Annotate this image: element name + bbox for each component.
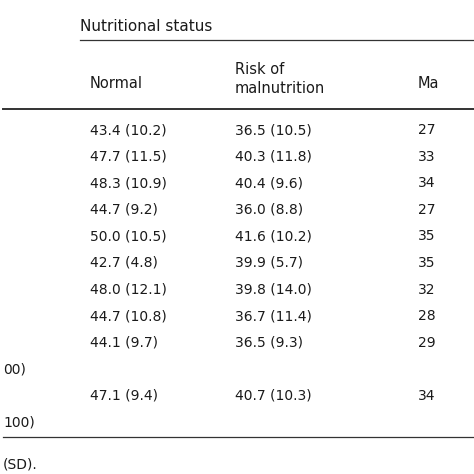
Text: 44.7 (9.2): 44.7 (9.2) xyxy=(90,203,158,217)
Text: 39.8 (14.0): 39.8 (14.0) xyxy=(235,283,312,297)
Text: 40.3 (11.8): 40.3 (11.8) xyxy=(235,150,312,164)
Text: 27: 27 xyxy=(418,123,436,137)
Text: (SD).: (SD). xyxy=(3,458,38,472)
Text: 41.6 (10.2): 41.6 (10.2) xyxy=(235,229,312,244)
Text: 27: 27 xyxy=(418,203,436,217)
Text: 48.0 (12.1): 48.0 (12.1) xyxy=(90,283,167,297)
Text: 34: 34 xyxy=(418,389,436,403)
Text: 28: 28 xyxy=(418,309,436,323)
Text: Risk of
malnutrition: Risk of malnutrition xyxy=(235,62,325,96)
Text: 44.7 (10.8): 44.7 (10.8) xyxy=(90,309,167,323)
Text: 47.7 (11.5): 47.7 (11.5) xyxy=(90,150,167,164)
Text: Ma: Ma xyxy=(418,76,439,91)
Text: 34: 34 xyxy=(418,176,436,191)
Text: 42.7 (4.8): 42.7 (4.8) xyxy=(90,256,158,270)
Text: 40.4 (9.6): 40.4 (9.6) xyxy=(235,176,303,191)
Text: 36.0 (8.8): 36.0 (8.8) xyxy=(235,203,303,217)
Text: 47.1 (9.4): 47.1 (9.4) xyxy=(90,389,158,403)
Text: 40.7 (10.3): 40.7 (10.3) xyxy=(235,389,311,403)
Text: 33: 33 xyxy=(418,150,436,164)
Text: 44.1 (9.7): 44.1 (9.7) xyxy=(90,336,158,350)
Text: 100): 100) xyxy=(3,415,35,429)
Text: Normal: Normal xyxy=(90,76,143,91)
Text: 50.0 (10.5): 50.0 (10.5) xyxy=(90,229,167,244)
Text: 35: 35 xyxy=(418,229,436,244)
Text: 00): 00) xyxy=(3,362,26,376)
Text: 36.5 (10.5): 36.5 (10.5) xyxy=(235,123,312,137)
Text: 43.4 (10.2): 43.4 (10.2) xyxy=(90,123,167,137)
Text: Nutritional status: Nutritional status xyxy=(80,19,212,34)
Text: 36.7 (11.4): 36.7 (11.4) xyxy=(235,309,312,323)
Text: 35: 35 xyxy=(418,256,436,270)
Text: 36.5 (9.3): 36.5 (9.3) xyxy=(235,336,303,350)
Text: 32: 32 xyxy=(418,283,436,297)
Text: 39.9 (5.7): 39.9 (5.7) xyxy=(235,256,303,270)
Text: 29: 29 xyxy=(418,336,436,350)
Text: 48.3 (10.9): 48.3 (10.9) xyxy=(90,176,167,191)
